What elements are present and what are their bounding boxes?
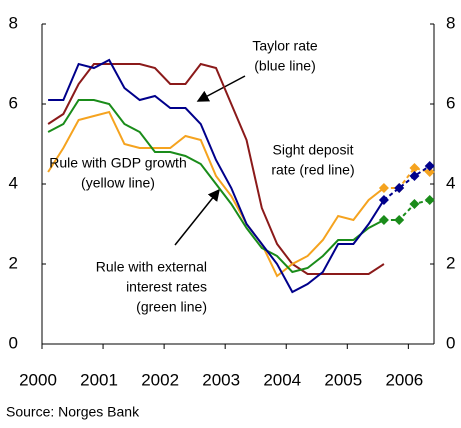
annotation: Rule with GDP growth	[49, 155, 186, 171]
y2-tick-label: 6	[446, 93, 455, 112]
annotation: Taylor rate	[252, 38, 318, 54]
x-tick-label: 2001	[80, 370, 118, 389]
marker	[424, 167, 435, 177]
x-tick-label: 2005	[324, 370, 362, 389]
series-line	[47, 62, 385, 275]
series-line-projection	[383, 199, 430, 221]
series-line-projection	[383, 165, 431, 201]
annotation: (green line)	[136, 299, 207, 315]
marker	[409, 199, 420, 209]
series-line-projection	[383, 166, 430, 189]
annotation: Rule with external	[96, 259, 207, 275]
annotation: interest rates	[126, 279, 207, 295]
annotation-arrow	[174, 188, 220, 246]
y-tick-label: 6	[9, 93, 18, 112]
source: Source: Norges Bank	[6, 404, 140, 420]
annotation: Sight deposit	[273, 142, 354, 158]
annotation: rate (red line)	[271, 162, 354, 178]
annotation: (blue line)	[254, 58, 315, 74]
x-tick-label: 2002	[141, 370, 179, 389]
y-tick-label: 2	[9, 253, 18, 272]
y2-tick-label: 0	[446, 333, 455, 352]
y-tick-label: 8	[9, 13, 18, 32]
marker	[394, 215, 405, 225]
marker	[378, 183, 389, 193]
x-tick-label: 2006	[385, 370, 423, 389]
x-tick-label: 2000	[19, 370, 57, 389]
marker	[378, 215, 389, 225]
x-tick-label: 2004	[263, 370, 301, 389]
y2-tick-label: 4	[446, 173, 455, 192]
marker	[378, 195, 389, 205]
series-line	[47, 99, 385, 274]
y-tick-label: 0	[9, 333, 18, 352]
y-tick-label: 4	[9, 173, 18, 192]
marker	[409, 163, 420, 173]
marker	[409, 171, 420, 181]
annotation-arrow	[196, 75, 246, 102]
marker	[394, 183, 405, 193]
x-tick-label: 2003	[202, 370, 240, 389]
y2-tick-label: 2	[446, 253, 455, 272]
marker	[424, 161, 435, 171]
y2-tick-label: 8	[446, 13, 455, 32]
annotation: (yellow line)	[81, 175, 155, 191]
marker	[424, 195, 435, 205]
series-line	[47, 110, 385, 278]
series-line	[48, 58, 385, 294]
